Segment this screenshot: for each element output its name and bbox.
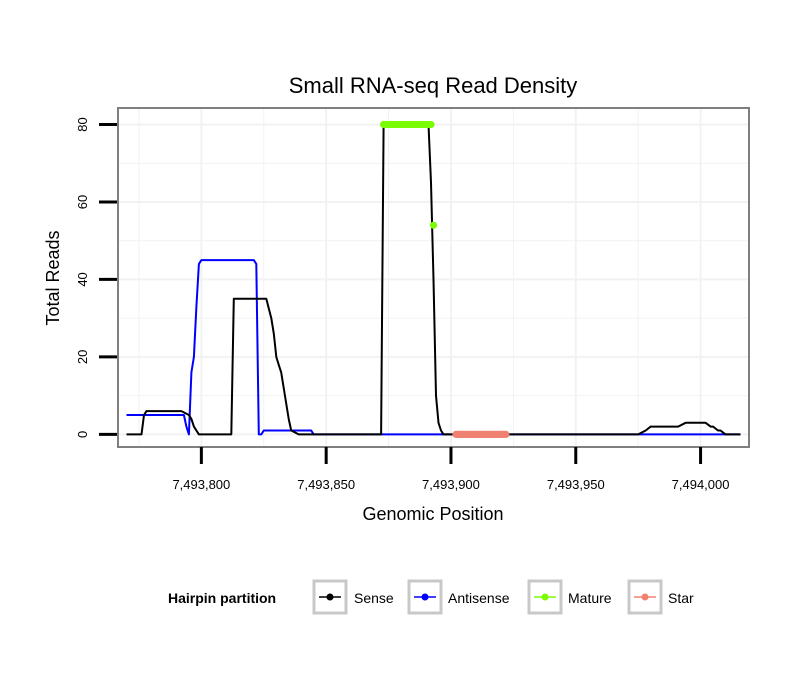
y-tick-label: 40 (75, 272, 90, 286)
y-tick-label: 60 (75, 195, 90, 209)
y-axis-title: Total Reads (43, 230, 63, 325)
x-axis-ticks: 7,493,800 7,493,850 7,493,900 7,493,950 7,49… (172, 447, 729, 492)
x-tick-label: 7,494,000 (672, 477, 730, 492)
legend: Hairpin partition Sense Antisense Mature St… (168, 579, 694, 615)
y-tick-label: 20 (75, 350, 90, 364)
series-line-antisense (126, 259, 741, 436)
legend-dot-sense (326, 593, 334, 601)
legend-dot-mature (541, 593, 549, 601)
legend-label-mature: Mature (568, 590, 612, 606)
x-tick-label: 7,493,800 (172, 477, 230, 492)
legend-label-antisense: Antisense (448, 590, 510, 606)
y-tick-label: 80 (75, 117, 90, 131)
legend-title: Hairpin partition (168, 590, 276, 606)
legend-label-star: Star (668, 590, 694, 606)
legend-label-sense: Sense (354, 590, 394, 606)
legend-dot-star (641, 593, 649, 601)
chart-title: Small RNA-seq Read Density (289, 73, 578, 98)
x-tick-label: 7,493,850 (297, 477, 355, 492)
legend-dot-antisense (421, 593, 429, 601)
data-series (126, 120, 741, 438)
x-axis-title: Genomic Position (362, 504, 503, 524)
x-tick-label: 7,493,900 (422, 477, 480, 492)
y-axis-ticks: 0 20 40 60 80 (75, 117, 117, 438)
x-tick-label: 7,493,950 (547, 477, 605, 492)
series-line-sense (126, 123, 741, 436)
y-tick-label: 0 (75, 431, 90, 438)
data-point-mature (429, 221, 438, 229)
